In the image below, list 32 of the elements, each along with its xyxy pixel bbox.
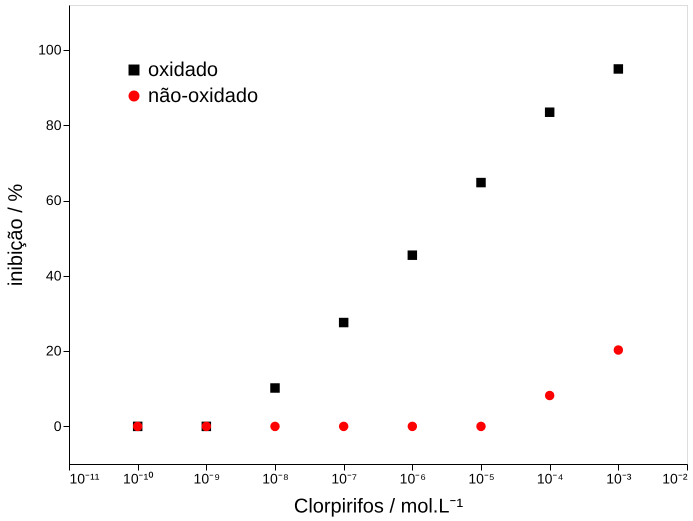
- point: [544, 390, 554, 400]
- point: [544, 107, 554, 117]
- y-tick-label: 60: [46, 192, 62, 208]
- x-axis-title: Clorpirifos / mol.L⁻¹: [294, 496, 464, 518]
- y-tick-label: 0: [54, 418, 62, 434]
- point: [408, 422, 418, 432]
- legend-label: oxidado: [148, 59, 218, 81]
- x-tick-label: 10⁻¹¹: [70, 470, 100, 486]
- y-tick-label: 100: [38, 42, 62, 58]
- point: [270, 422, 280, 432]
- legend-label: não-oxidado: [148, 85, 258, 107]
- x-tick-label: 10⁻⁹: [194, 470, 220, 486]
- point: [338, 318, 348, 328]
- y-tick-label: 20: [46, 342, 62, 359]
- y-tick-label: 80: [46, 116, 62, 133]
- x-tick-label: 10⁻⁴: [536, 470, 564, 486]
- x-tick-label: 10⁻²: [662, 470, 688, 486]
- x-tick-label: 10⁻⁸: [262, 470, 289, 486]
- point: [614, 345, 624, 355]
- x-tick-label: 10⁻⁷: [331, 470, 357, 486]
- point: [476, 422, 486, 432]
- point: [614, 64, 624, 74]
- point: [476, 178, 486, 188]
- point: [270, 383, 280, 393]
- y-axis-title: inibição / %: [5, 184, 28, 286]
- x-tick-label: 10⁻⁵: [468, 470, 495, 486]
- point: [338, 422, 348, 432]
- x-tick-label: 10⁻¹⁰: [123, 470, 154, 486]
- x-tick-label: 10⁻⁶: [400, 470, 426, 486]
- y-tick-label: 40: [46, 267, 62, 284]
- point: [408, 250, 418, 260]
- x-tick-label: 10⁻³: [606, 470, 632, 486]
